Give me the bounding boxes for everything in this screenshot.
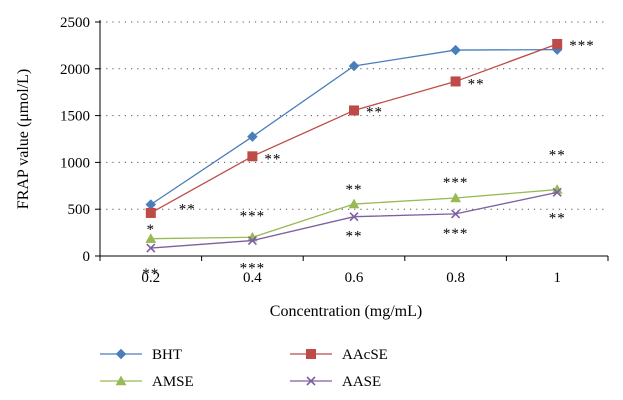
y-tick-label: 2000 [60, 62, 90, 78]
data-point-marker [247, 131, 258, 143]
significance-label: ** [549, 148, 566, 164]
significance-label: ** [179, 202, 196, 218]
y-tick-labels: 0 500 1000 1500 2000 2500 [60, 15, 100, 265]
data-point-marker [552, 38, 563, 49]
series-aacse [145, 38, 563, 218]
significance-label: ** [549, 210, 566, 226]
axes [99, 20, 608, 257]
significance-label: *** [240, 208, 266, 224]
series-bht [145, 44, 563, 210]
y-tick-label: 1500 [60, 109, 90, 125]
data-point-marker [247, 235, 257, 246]
significance-label: ** [346, 229, 363, 245]
data-point-marker [247, 151, 258, 162]
data-point-marker [451, 209, 461, 219]
significance-label: *** [240, 261, 266, 277]
x-tick-label: 0.2 [141, 270, 160, 286]
legend-item-amse: AMSE [100, 374, 194, 390]
legend-label: BHT [152, 347, 182, 363]
x-tick-label: 0.8 [446, 270, 465, 286]
y-tick-label: 500 [68, 202, 91, 218]
significance-label: *** [443, 175, 469, 191]
significance-annotations: ************ ***** ******* ***** ***** [142, 38, 595, 282]
x-tick-labels: 0.2 0.4 0.6 0.8 1 [99, 256, 609, 286]
y-axis-label: FRAP value (μmol/L) [15, 69, 32, 209]
x-tick-label: 1 [553, 270, 561, 286]
legend: BHT AAcSE AMSE AASE [100, 347, 388, 390]
data-point-marker [552, 187, 562, 197]
data-point-marker [145, 233, 157, 243]
y-tick-label: 0 [83, 249, 91, 265]
x-axis-label: Concentration (mg/mL) [270, 303, 422, 320]
data-point-marker [306, 376, 316, 386]
data-point-marker [348, 60, 360, 72]
legend-item-aacse: AAcSE [290, 347, 388, 363]
significance-label: ** [346, 182, 363, 198]
data-point-marker [450, 76, 461, 87]
y-tick-label: 2500 [60, 15, 90, 31]
significance-label: ** [468, 76, 485, 92]
legend-label: AMSE [152, 374, 194, 390]
data-point-marker [349, 105, 359, 116]
significance-label: *** [443, 226, 469, 242]
data-point-marker [306, 349, 316, 359]
significance-label: *** [569, 38, 595, 54]
legend-label: AASE [342, 374, 381, 390]
legend-item-bht: BHT [100, 347, 182, 363]
data-point-marker [145, 207, 156, 218]
legend-item-aase: AASE [290, 374, 381, 390]
data-point-marker [146, 243, 156, 253]
series-aase [146, 187, 562, 253]
x-tick-label: 0.4 [243, 270, 262, 286]
data-point-marker [349, 212, 359, 222]
series-group [145, 38, 563, 253]
significance-label: ** [264, 151, 281, 167]
y-tick-label: 1000 [60, 155, 90, 171]
data-point-marker [450, 192, 462, 203]
data-point-marker [115, 348, 127, 360]
data-point-marker [450, 44, 461, 56]
legend-label: AAcSE [342, 347, 388, 363]
significance-label: ** [142, 266, 159, 282]
significance-label: ** [366, 104, 383, 120]
data-point-marker [115, 375, 127, 386]
x-tick-label: 0.6 [345, 270, 364, 286]
significance-label: * [147, 222, 156, 238]
data-point-marker [348, 198, 360, 209]
